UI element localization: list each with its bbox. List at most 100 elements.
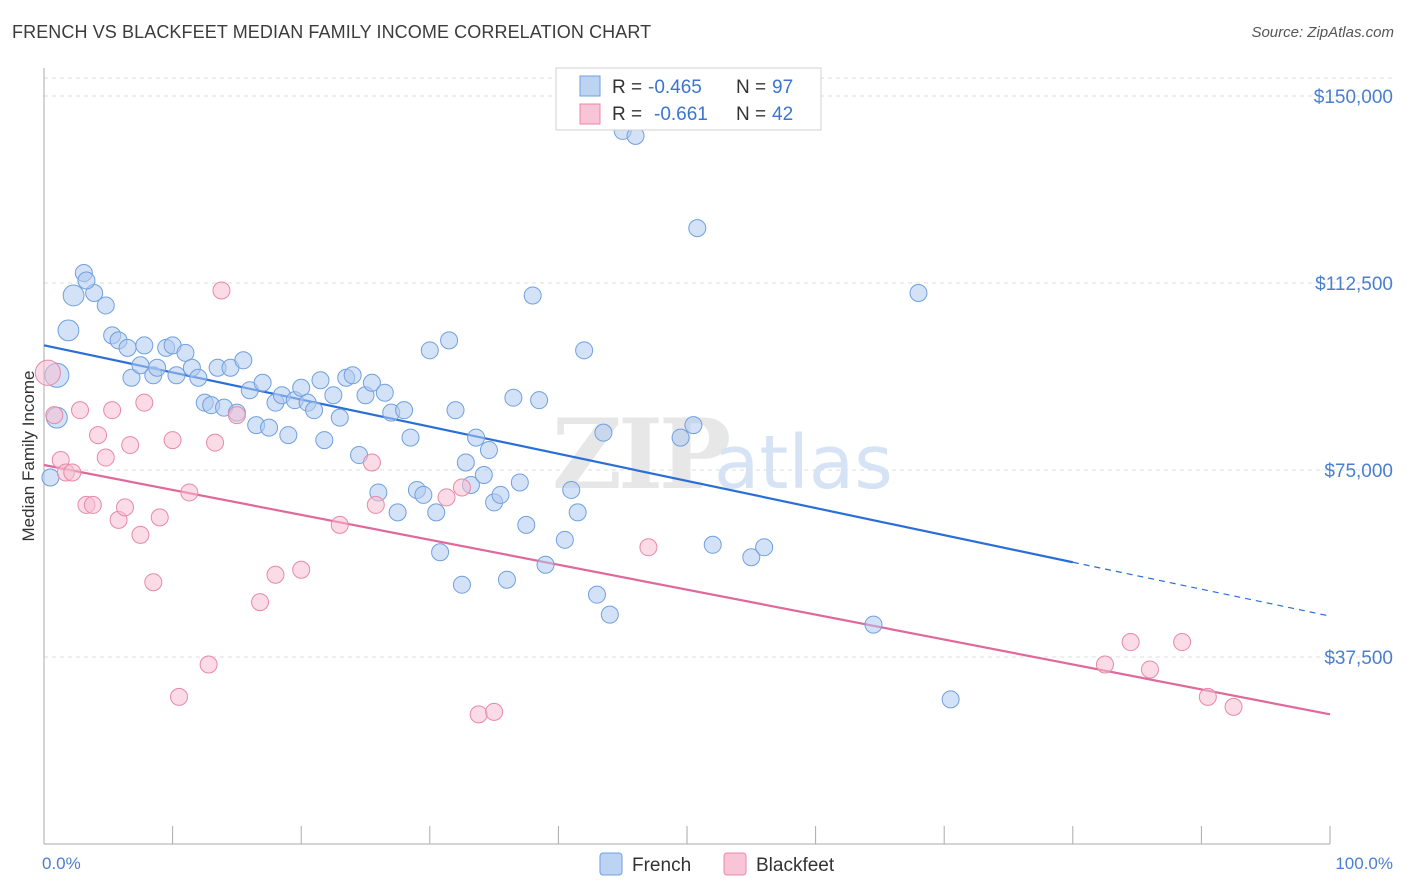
- french-point: [311, 371, 330, 390]
- french-trend-line: [43, 344, 1074, 564]
- blackfeet-point: [330, 515, 349, 534]
- blackfeet-point: [485, 702, 504, 721]
- french-point: [305, 401, 324, 420]
- french-point: [414, 485, 433, 504]
- blackfeet-point: [170, 687, 189, 706]
- blackfeet-point: [639, 538, 658, 557]
- french-point: [504, 388, 523, 407]
- french-point: [568, 503, 587, 522]
- french-point: [395, 401, 414, 420]
- y-tick-label-3: $150,000: [1314, 87, 1393, 108]
- french-point: [362, 373, 381, 392]
- french-point: [491, 485, 510, 504]
- french-point: [530, 391, 549, 410]
- chart-title: FRENCH VS BLACKFEET MEDIAN FAMILY INCOME…: [12, 22, 652, 42]
- correlation-legend: R = -0.465 N = 97 R = -0.661 N = 42: [555, 67, 822, 131]
- french-point: [324, 386, 343, 405]
- blackfeet-point: [96, 448, 115, 467]
- blackfeet-point: [63, 463, 82, 482]
- blackfeet-point: [116, 498, 135, 517]
- legend-n-label-blackfeet: N =: [736, 104, 766, 125]
- french-point: [479, 441, 498, 460]
- blackfeet-point: [251, 593, 270, 612]
- blackfeet-point: [1224, 697, 1243, 716]
- legend-r-value-blackfeet: -0.661: [654, 104, 708, 125]
- french-point: [41, 468, 60, 487]
- series-legend: French Blackfeet: [599, 852, 835, 876]
- french-point: [517, 515, 536, 534]
- x-tick-label-start: 0.0%: [42, 854, 81, 873]
- blackfeet-point: [71, 401, 90, 420]
- french-point: [176, 343, 195, 362]
- french-point: [431, 543, 450, 562]
- french-point: [742, 548, 761, 567]
- french-point: [420, 341, 439, 360]
- blackfeet-point: [163, 431, 182, 450]
- blackfeet-point: [199, 655, 218, 674]
- french-point: [234, 351, 253, 370]
- bottom-legend-swatch-blackfeet: [723, 852, 747, 876]
- blackfeet-point: [212, 281, 231, 300]
- french-point: [452, 575, 471, 594]
- french-point: [343, 366, 362, 385]
- bottom-legend-label-blackfeet: Blackfeet: [756, 855, 835, 876]
- french-point: [122, 368, 141, 387]
- bottom-legend-label-french: French: [632, 855, 691, 876]
- y-axis-label: Median Family Income: [19, 370, 38, 541]
- french-point: [330, 408, 349, 427]
- french-point: [755, 538, 774, 557]
- french-point: [401, 428, 420, 447]
- french-point: [456, 453, 475, 472]
- french-point: [96, 296, 115, 315]
- blackfeet-point: [206, 433, 225, 452]
- blackfeet-point: [452, 478, 471, 497]
- legend-swatch-blackfeet: [579, 103, 601, 125]
- french-point: [555, 530, 574, 549]
- french-point: [388, 503, 407, 522]
- blackfeet-point: [437, 488, 456, 507]
- legend-swatch-french: [579, 75, 601, 97]
- y-tick-label-1: $75,000: [1324, 461, 1393, 482]
- blackfeet-trend-line: [43, 463, 1331, 716]
- legend-r-label-blackfeet: R =: [612, 104, 642, 125]
- french-point: [536, 555, 555, 574]
- french-point: [260, 418, 279, 437]
- french-point: [292, 378, 311, 397]
- trend-lines: [43, 344, 1331, 716]
- chart-source: Source: ZipAtlas.com: [1251, 24, 1394, 41]
- blackfeet-point: [1095, 655, 1114, 674]
- legend-r-value-french: -0.465: [648, 77, 702, 98]
- french-point: [375, 383, 394, 402]
- french-point: [587, 585, 606, 604]
- watermark-zip: ZIP: [552, 398, 729, 511]
- blackfeet-point: [150, 508, 169, 527]
- french-point: [167, 366, 186, 385]
- french-point: [440, 331, 459, 350]
- french-point: [497, 570, 516, 589]
- blackfeet-point: [103, 401, 122, 420]
- watermark-atlas: atlas: [714, 420, 893, 506]
- french-point: [135, 336, 154, 355]
- blackfeet-point: [1198, 687, 1217, 706]
- french-point: [510, 473, 529, 492]
- blackfeet-point: [1140, 660, 1159, 679]
- french-point: [684, 416, 703, 435]
- bottom-legend-swatch-french: [599, 852, 623, 876]
- blackfeet-point: [135, 393, 154, 412]
- french-point: [941, 690, 960, 709]
- blackfeet-point: [1121, 633, 1140, 652]
- blackfeet-point: [1173, 633, 1192, 652]
- blackfeet-point: [89, 426, 108, 445]
- french-point: [427, 503, 446, 522]
- french-point: [189, 368, 208, 387]
- blackfeet-point: [362, 453, 381, 472]
- blackfeet-point: [131, 525, 150, 544]
- french-point: [62, 284, 85, 307]
- y-tick-labels: $37,500 $75,000 $112,500 $150,000: [1314, 87, 1393, 669]
- x-tick-label-end: 100.0%: [1335, 854, 1393, 873]
- blackfeet-point: [83, 495, 102, 514]
- blackfeet-point: [366, 495, 385, 514]
- french-point: [279, 426, 298, 445]
- french-point: [474, 465, 493, 484]
